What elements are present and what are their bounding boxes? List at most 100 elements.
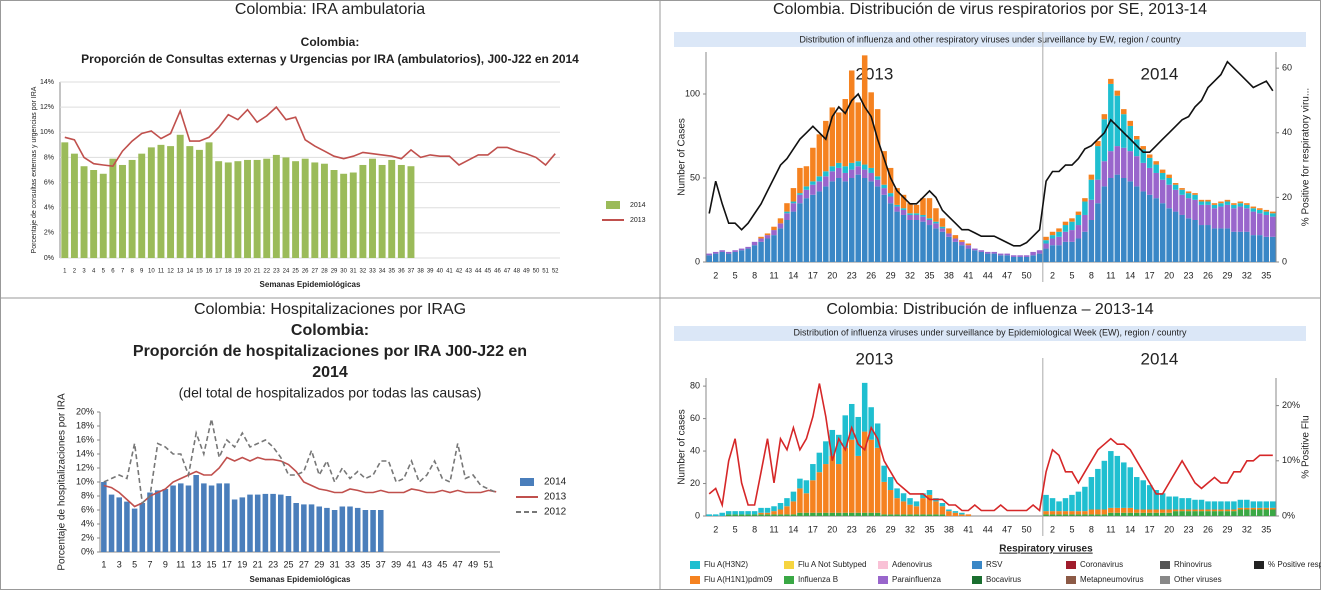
bar	[1270, 501, 1276, 508]
bar	[965, 243, 972, 246]
bar	[1108, 507, 1114, 513]
x-tick-label: 3	[117, 559, 122, 569]
bar	[1198, 511, 1205, 516]
x-tick-label: 33	[345, 559, 355, 569]
x-tick-label: 51	[483, 559, 493, 569]
bar	[738, 514, 745, 516]
bar	[293, 503, 299, 552]
bar	[900, 493, 907, 502]
bar	[1004, 253, 1010, 256]
bar	[247, 494, 253, 552]
x-tick-label: 47	[504, 269, 511, 275]
y-tick-label: 0	[695, 256, 700, 266]
legend-swatch	[1066, 576, 1076, 584]
bar	[842, 166, 849, 173]
bar	[61, 142, 69, 258]
bar	[881, 188, 887, 195]
bar	[1043, 511, 1049, 515]
bar	[201, 483, 207, 552]
bar	[1133, 512, 1140, 516]
bar	[1211, 208, 1218, 229]
bar	[913, 506, 920, 515]
bar	[829, 171, 836, 182]
bar	[1185, 193, 1192, 199]
y-tick-label: 6%	[81, 504, 94, 514]
bar	[1082, 231, 1088, 262]
bar	[1231, 509, 1237, 512]
x-tick-label: 31	[330, 559, 340, 569]
bar	[803, 166, 810, 187]
x-tick-label: 8	[1089, 270, 1094, 280]
bar	[764, 235, 771, 239]
bar	[848, 169, 855, 178]
bar	[1211, 203, 1218, 205]
bar	[407, 166, 415, 258]
bar	[1224, 501, 1231, 510]
x-axis-label: Semanas Epidemiológicas	[250, 575, 351, 584]
x-tick-label: 5	[132, 559, 137, 569]
bar	[777, 514, 784, 516]
y-tick-label: 16%	[76, 434, 94, 444]
bar	[829, 166, 836, 172]
bar	[1062, 231, 1069, 242]
bar	[1133, 136, 1140, 140]
bar	[1179, 194, 1185, 215]
bar	[1172, 189, 1179, 212]
bar	[205, 142, 213, 258]
bar	[1263, 507, 1270, 510]
bar	[1179, 189, 1185, 195]
bar	[1231, 501, 1237, 510]
year-label: 2013	[855, 64, 893, 83]
x-tick-label: 35	[1261, 270, 1271, 280]
bar	[777, 509, 784, 515]
bar	[308, 504, 315, 552]
bar	[1172, 509, 1179, 512]
bar	[234, 161, 242, 258]
bar	[764, 514, 771, 516]
x-tick-label: 2	[713, 270, 718, 280]
bar	[874, 423, 881, 448]
bar	[178, 483, 184, 552]
bar	[894, 188, 900, 205]
bar	[907, 203, 913, 214]
bar	[170, 485, 176, 552]
bar	[1043, 236, 1049, 241]
x-tick-label: 15	[207, 559, 217, 569]
bar	[1270, 236, 1276, 262]
bar	[1192, 199, 1198, 220]
x-tick-label: 28	[321, 269, 328, 275]
bar	[70, 153, 78, 258]
x-tick-label: 47	[1002, 270, 1012, 280]
x-tick-label: 36	[398, 269, 405, 275]
bar	[1166, 184, 1172, 209]
x-tick-label: 11	[769, 524, 778, 534]
bar	[1270, 216, 1276, 237]
bar	[900, 209, 907, 215]
bar	[1205, 501, 1211, 510]
bar	[1257, 208, 1263, 210]
bar	[764, 507, 771, 513]
legend-swatch	[784, 576, 794, 584]
bar	[868, 439, 874, 513]
panel-caption: Colombia. Distribución de virus respirat…	[773, 1, 1207, 18]
bar	[1159, 179, 1166, 204]
bar	[1172, 511, 1179, 516]
bar	[816, 176, 823, 182]
bar	[816, 512, 823, 516]
bar	[301, 504, 307, 552]
bar	[894, 498, 900, 515]
y-tick-label: 8%	[44, 154, 54, 161]
bar	[1101, 114, 1108, 120]
x-tick-label: 13	[177, 269, 184, 275]
x-tick-label: 41	[963, 270, 973, 280]
x-tick-label: 5	[102, 269, 106, 275]
bar	[90, 170, 98, 258]
bar	[128, 159, 136, 258]
bar	[388, 159, 396, 258]
y2-axis-label: % Positive for respiratory viru...	[1301, 88, 1312, 226]
bar	[301, 158, 309, 258]
x-tick-label: 29	[886, 524, 896, 534]
legend-label: % Positive resp vir..	[1268, 560, 1321, 569]
x-tick-label: 5	[733, 270, 738, 280]
bar	[784, 203, 790, 212]
